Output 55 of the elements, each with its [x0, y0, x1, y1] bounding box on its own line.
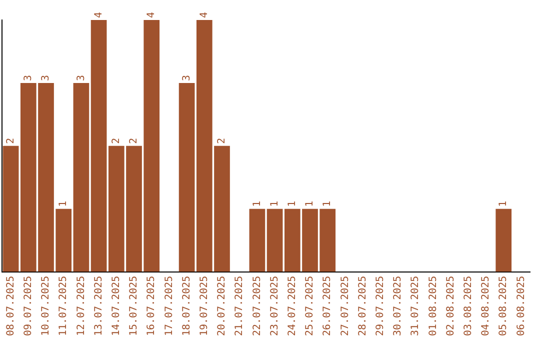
x-tick-label: 06.08.2025 — [516, 276, 527, 336]
bar — [90, 20, 107, 272]
x-tick-label: 29.07.2025 — [374, 276, 386, 336]
x-tick-label: 11.07.2025 — [58, 276, 70, 336]
x-tick-label: 05.08.2025 — [498, 276, 510, 336]
x-tick-label: 03.08.2025 — [462, 276, 474, 336]
data-label: 4 — [146, 12, 158, 18]
x-tick-label: 27.07.2025 — [340, 276, 351, 336]
data-label: 2 — [216, 138, 228, 144]
data-label: 4 — [198, 12, 210, 18]
x-tick-label: 04.08.2025 — [480, 276, 492, 336]
data-label: 1 — [304, 200, 316, 207]
data-label: 2 — [128, 138, 140, 144]
bar — [249, 208, 266, 272]
data-label: 2 — [5, 138, 16, 144]
data-label: 3 — [22, 74, 34, 81]
data-label: 3 — [76, 74, 87, 81]
x-tick-label: 16.07.2025 — [146, 276, 158, 336]
data-label: 3 — [40, 74, 52, 81]
x-tick-label: 19.07.2025 — [198, 276, 210, 336]
x-tick-label: 12.07.2025 — [76, 276, 87, 336]
x-tick-label: 23.07.2025 — [269, 276, 280, 336]
x-tick-label: 02.08.2025 — [445, 276, 456, 336]
x-tick-label: 24.07.2025 — [286, 276, 298, 336]
x-tick-label: 17.07.2025 — [164, 276, 175, 336]
data-label: 1 — [269, 200, 280, 207]
x-tick-label: 31.07.2025 — [410, 276, 422, 336]
x-tick-label: 08.07.2025 — [5, 276, 16, 336]
data-label: 4 — [93, 12, 104, 18]
x-tick-label: 28.07.2025 — [357, 276, 368, 336]
bar — [266, 208, 283, 272]
data-label: 2 — [110, 138, 122, 144]
x-tick-label: 25.07.2025 — [304, 276, 316, 336]
data-label: 1 — [286, 200, 298, 207]
data-label: 1 — [252, 200, 263, 207]
x-tick-label: 30.07.2025 — [392, 276, 404, 336]
x-tick-label: 10.07.2025 — [40, 276, 52, 336]
data-label: 3 — [181, 74, 192, 81]
data-label: 1 — [322, 200, 334, 207]
bar — [2, 146, 19, 272]
x-tick-label: 18.07.2025 — [181, 276, 192, 336]
bar — [73, 82, 90, 272]
x-tick-label: 13.07.2025 — [93, 276, 104, 336]
x-tick-label: 09.07.2025 — [22, 276, 34, 336]
x-tick-label: 14.07.2025 — [110, 276, 122, 336]
bar — [496, 208, 512, 272]
x-tick-label: 20.07.2025 — [216, 276, 228, 336]
x-tick-label: 22.07.2025 — [252, 276, 263, 336]
data-label: 1 — [498, 200, 510, 207]
x-tick-label: 26.07.2025 — [322, 276, 334, 336]
x-tick-label: 01.08.2025 — [428, 276, 439, 336]
x-tick-label: 15.07.2025 — [128, 276, 140, 336]
bar — [178, 82, 195, 272]
x-tick-label: 21.07.2025 — [234, 276, 246, 336]
data-label: 1 — [58, 200, 70, 207]
